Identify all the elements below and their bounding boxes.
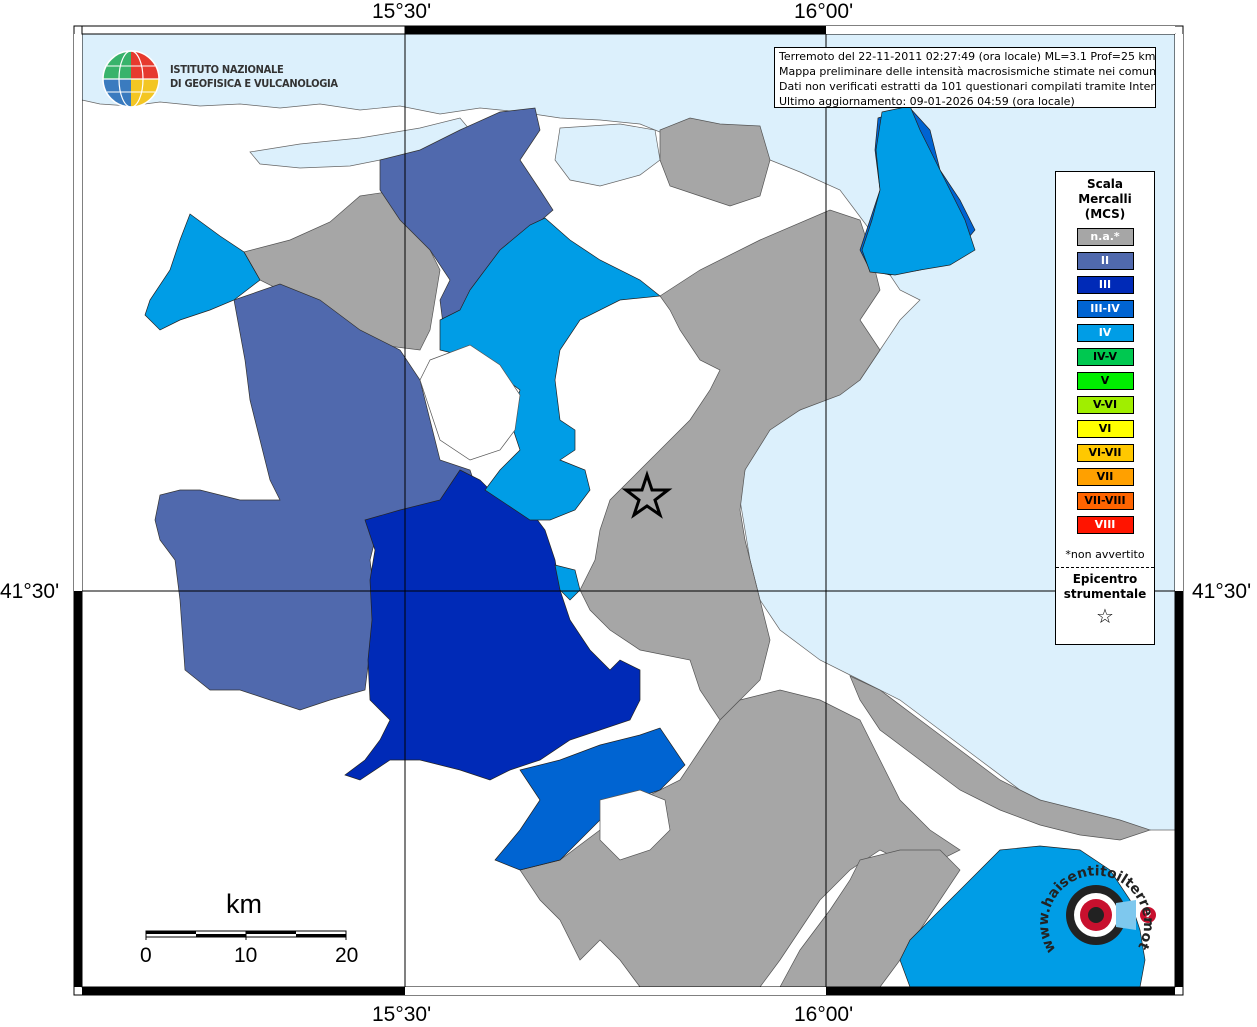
legend-item: IV (1076, 324, 1134, 342)
legend-item: II (1076, 252, 1134, 270)
left-tick-4130: 41°30' (0, 580, 60, 603)
event-info-line4: Ultimo aggiornamento: 09-01-2026 04:59 (… (779, 95, 1075, 108)
event-info-line2: Mappa preliminare delle intensità macros… (779, 65, 1156, 78)
lagoon-2 (554, 123, 661, 187)
legend-title: Scala Mercalli (MCS) (1056, 177, 1154, 222)
ingv-globe-icon (102, 50, 160, 108)
event-info-box: Terremoto del 22-11-2011 02:27:49 (ora l… (774, 47, 1156, 108)
event-info-line1: Terremoto del 22-11-2011 02:27:49 (ora l… (779, 50, 1156, 63)
event-info-line3: Dati non verificati estratti da 101 ques… (779, 80, 1156, 93)
ingv-logo (100, 48, 320, 110)
region-ii-1 (154, 283, 481, 711)
legend-item: n.a.* (1076, 228, 1134, 246)
scalebar-label-10: 10 (234, 944, 258, 967)
legend-item: VII-VIII (1076, 492, 1134, 510)
legend-item: V (1076, 372, 1134, 390)
mcs-legend: Scala Mercalli (MCS) n.a.* II III III-IV IV I… (1055, 171, 1155, 645)
legend-item: III-IV (1076, 300, 1134, 318)
legend-title-line2: Mercalli (1078, 192, 1132, 206)
legend-item: V-VI (1076, 396, 1134, 414)
legend-title-line3: (MCS) (1084, 207, 1126, 221)
epicenter-star-icon (621, 470, 673, 519)
legend-item: VIII (1076, 516, 1134, 534)
ingv-name-line2: DI GEOFISICA E VULCANOLOGIA (170, 77, 338, 90)
top-tick-1600: 16°00' (794, 0, 854, 23)
frame-segments (74, 25, 1183, 995)
top-tick-1530: 15°30' (372, 0, 432, 23)
ingv-name: ISTITUTO NAZIONALE DI GEOFISICA E VULCAN… (170, 63, 338, 91)
legend-item: VI (1076, 420, 1134, 438)
region-white-2 (599, 789, 671, 861)
legend-item: VI-VII (1076, 444, 1134, 462)
scale-bar (145, 930, 347, 940)
legend-separator (1056, 567, 1154, 568)
region-white-1 (419, 344, 521, 461)
scalebar-label-0: 0 (140, 944, 152, 967)
legend-item: III (1076, 276, 1134, 294)
bottom-tick-1530: 15°30' (372, 1003, 432, 1026)
graticule (82, 34, 1175, 987)
svg-text:?: ? (1145, 909, 1152, 923)
haisentito-logo-icon: ? www.haisentitoilterremoto.it (1031, 828, 1156, 955)
right-tick-4130: 41°30' (1192, 580, 1252, 603)
region-iv-1 (144, 213, 261, 331)
legend-note: *non avvertito (1065, 548, 1145, 561)
legend-items: n.a.* II III III-IV IV IV-V V V-VI VI VI-VII VII VI… (1056, 228, 1154, 534)
legend-epicenter-line2: strumentale (1063, 587, 1147, 601)
scalebar-label-20: 20 (335, 944, 359, 967)
ingv-name-line1: ISTITUTO NAZIONALE (170, 63, 284, 76)
bottom-tick-1600: 16°00' (794, 1003, 854, 1026)
legend-item: VII (1076, 468, 1134, 486)
legend-epicenter-label: Epicentro strumentale (1056, 572, 1154, 602)
scalebar-unit: km (226, 889, 262, 919)
legend-title-line1: Scala (1086, 177, 1124, 191)
legend-epicenter-line1: Epicentro (1072, 572, 1138, 586)
legend-star-icon: ☆ (1096, 604, 1114, 628)
haisentito-logo: ? www.haisentitoilterremoto.it (1031, 828, 1166, 980)
region-na-6 (849, 675, 1152, 841)
region-na-2 (659, 117, 771, 207)
region-iv-3 (861, 105, 976, 276)
legend-item: IV-V (1076, 348, 1134, 366)
